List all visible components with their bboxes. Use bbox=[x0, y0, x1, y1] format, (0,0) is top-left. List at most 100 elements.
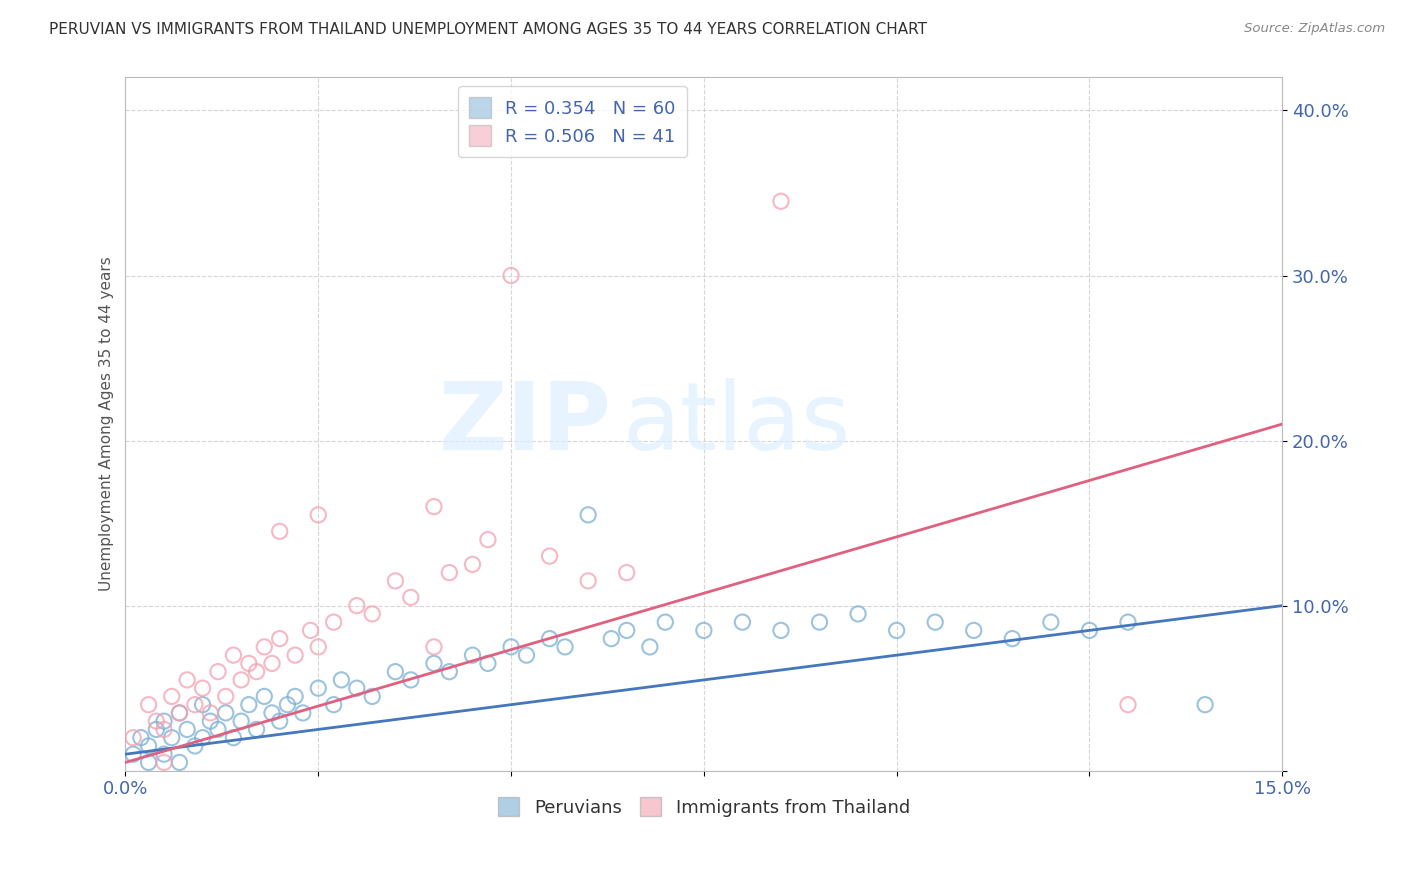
Point bbox=[245, 665, 267, 679]
Point bbox=[153, 756, 176, 770]
Point bbox=[153, 714, 176, 728]
Point bbox=[153, 747, 176, 762]
Point bbox=[423, 500, 446, 514]
Point bbox=[138, 698, 160, 712]
Point bbox=[1194, 698, 1216, 712]
Point bbox=[207, 723, 229, 737]
Point bbox=[346, 599, 368, 613]
Point bbox=[307, 681, 329, 695]
Text: ZIP: ZIP bbox=[439, 378, 612, 470]
Point bbox=[145, 714, 167, 728]
Point bbox=[638, 640, 661, 654]
Text: atlas: atlas bbox=[623, 378, 851, 470]
Point bbox=[439, 665, 461, 679]
Point bbox=[291, 706, 314, 720]
Point bbox=[169, 756, 191, 770]
Point bbox=[924, 615, 946, 629]
Point bbox=[600, 632, 623, 646]
Point bbox=[1001, 632, 1024, 646]
Point bbox=[499, 640, 522, 654]
Point bbox=[307, 640, 329, 654]
Point bbox=[307, 508, 329, 522]
Point bbox=[538, 549, 561, 563]
Point bbox=[477, 533, 499, 547]
Point bbox=[1116, 698, 1139, 712]
Point bbox=[693, 624, 716, 638]
Point bbox=[276, 698, 298, 712]
Point bbox=[499, 268, 522, 283]
Point bbox=[461, 648, 484, 662]
Point bbox=[269, 714, 291, 728]
Point bbox=[253, 690, 276, 704]
Point bbox=[886, 624, 908, 638]
Point bbox=[215, 690, 238, 704]
Point bbox=[191, 681, 214, 695]
Point bbox=[330, 673, 353, 687]
Point bbox=[846, 607, 869, 621]
Point bbox=[1039, 615, 1062, 629]
Point bbox=[176, 673, 198, 687]
Point bbox=[1078, 624, 1101, 638]
Point bbox=[260, 657, 283, 671]
Text: Source: ZipAtlas.com: Source: ZipAtlas.com bbox=[1244, 22, 1385, 36]
Point bbox=[253, 640, 276, 654]
Point bbox=[238, 657, 260, 671]
Point bbox=[384, 665, 406, 679]
Point bbox=[176, 723, 198, 737]
Point bbox=[260, 706, 283, 720]
Point bbox=[515, 648, 537, 662]
Point bbox=[200, 706, 222, 720]
Point bbox=[160, 690, 183, 704]
Point bbox=[284, 690, 307, 704]
Point bbox=[238, 698, 260, 712]
Point bbox=[616, 624, 638, 638]
Point bbox=[169, 706, 191, 720]
Point bbox=[654, 615, 676, 629]
Point bbox=[122, 731, 145, 745]
Point bbox=[399, 673, 422, 687]
Point bbox=[346, 681, 368, 695]
Point bbox=[207, 665, 229, 679]
Point bbox=[245, 723, 267, 737]
Point bbox=[299, 624, 322, 638]
Point bbox=[269, 524, 291, 539]
Point bbox=[145, 723, 167, 737]
Point bbox=[576, 574, 599, 588]
Point bbox=[222, 648, 245, 662]
Point bbox=[461, 558, 484, 572]
Point bbox=[576, 508, 599, 522]
Point bbox=[222, 731, 245, 745]
Point bbox=[731, 615, 754, 629]
Text: PERUVIAN VS IMMIGRANTS FROM THAILAND UNEMPLOYMENT AMONG AGES 35 TO 44 YEARS CORR: PERUVIAN VS IMMIGRANTS FROM THAILAND UNE… bbox=[49, 22, 927, 37]
Point bbox=[808, 615, 831, 629]
Point bbox=[439, 566, 461, 580]
Point bbox=[184, 739, 207, 753]
Point bbox=[769, 624, 792, 638]
Point bbox=[616, 566, 638, 580]
Point bbox=[184, 698, 207, 712]
Point bbox=[423, 657, 446, 671]
Point bbox=[138, 756, 160, 770]
Point bbox=[122, 747, 145, 762]
Legend: Peruvians, Immigrants from Thailand: Peruvians, Immigrants from Thailand bbox=[491, 790, 917, 824]
Point bbox=[399, 591, 422, 605]
Point bbox=[322, 698, 344, 712]
Point bbox=[284, 648, 307, 662]
Point bbox=[769, 194, 792, 209]
Point bbox=[200, 714, 222, 728]
Point bbox=[384, 574, 406, 588]
Point bbox=[423, 640, 446, 654]
Point bbox=[191, 698, 214, 712]
Point bbox=[554, 640, 576, 654]
Point bbox=[138, 739, 160, 753]
Point bbox=[963, 624, 986, 638]
Point bbox=[231, 673, 253, 687]
Point bbox=[160, 731, 183, 745]
Point bbox=[361, 607, 384, 621]
Point bbox=[477, 657, 499, 671]
Point bbox=[153, 723, 176, 737]
Point bbox=[538, 632, 561, 646]
Point bbox=[269, 632, 291, 646]
Point bbox=[215, 706, 238, 720]
Point bbox=[231, 714, 253, 728]
